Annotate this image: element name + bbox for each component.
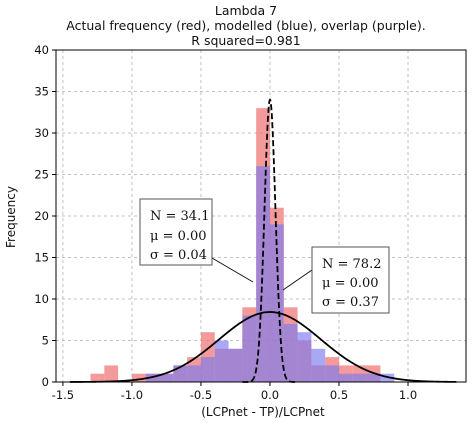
x-tick-label-4: 0.5	[330, 388, 348, 402]
annotation-narrow-sigma: σ = 0.04	[150, 248, 207, 263]
y-tick-label-3: 15	[34, 251, 49, 265]
x-tick-label-1: -1.0	[121, 388, 143, 402]
chart-subtitle-r-squared: R squared=0.981	[191, 33, 300, 48]
axes	[52, 49, 467, 386]
bar-series1-bin-14	[283, 323, 298, 382]
annotation-narrow-box	[139, 198, 213, 266]
y-tick-label-6: 30	[34, 126, 49, 140]
annotation-wide-fit: N = 78.2 μ = 0.00 σ = 0.37	[282, 246, 390, 314]
bar-series1-bin-7	[187, 365, 201, 382]
chart-subtitle: Actual frequency (red), modelled (blue),…	[66, 18, 425, 33]
bar-series1-bin-19	[352, 373, 367, 382]
bar-series1-bin-17	[325, 365, 339, 382]
annotation-wide-box	[311, 246, 390, 314]
gaussian-curve-1	[242, 98, 298, 383]
annotation-wide-mu: μ = 0.00	[322, 276, 379, 291]
gaussian-curve-0	[69, 311, 457, 383]
annotation-narrow-n: N = 34.1	[150, 209, 209, 224]
annotation-narrow-mu: μ = 0.00	[150, 229, 207, 244]
bar-series1-bin-16	[311, 348, 326, 382]
y-tick-label-1: 5	[42, 334, 49, 348]
y-tick-label-7: 35	[34, 85, 49, 99]
bar-series1-bin-8	[200, 357, 215, 382]
gaussian-curves	[69, 98, 457, 383]
annotation-wide-n: N = 78.2	[322, 257, 381, 272]
bar-series1-bin-11	[242, 315, 257, 382]
y-tick-label-0: 0	[42, 375, 49, 389]
bar-series1-bin-20	[366, 373, 381, 382]
y-tick-label-4: 20	[34, 209, 49, 223]
chart-title: Lambda 7	[215, 3, 277, 18]
y-axis-label: Frequency	[4, 186, 18, 248]
y-tick-label-2: 10	[34, 292, 49, 306]
annotation-wide-sigma: σ = 0.37	[322, 295, 379, 310]
annotation-narrow-arrow	[211, 257, 254, 283]
x-tick-label-3: 0.0	[261, 388, 279, 402]
histogram-bars	[90, 108, 395, 382]
bar-series1-bin-10	[228, 348, 243, 382]
x-tick-label-2: -0.5	[190, 388, 212, 402]
bar-series0-bin-0	[90, 373, 105, 382]
x-axis-label: (LCPnet - TP)/LCPnet	[201, 405, 325, 419]
annotation-narrow-fit: N = 34.1 μ = 0.00 σ = 0.04	[139, 198, 254, 283]
x-tick-label-0: -1.5	[52, 388, 74, 402]
tick-labels: -1.5 -1.0 -0.5 0.0 0.5 1.0 0 5 10 15 20 25 30 35 40	[34, 43, 417, 402]
bar-series1-bin-9	[214, 340, 229, 382]
bar-series0-bin-3	[131, 373, 146, 382]
bar-series0-bin-1	[104, 365, 119, 382]
y-tick-label-5: 25	[34, 168, 49, 182]
bar-series1-bin-5	[159, 373, 174, 382]
bar-series1-bin-18	[338, 373, 353, 382]
x-tick-label-5: 1.0	[399, 388, 417, 402]
y-tick-label-8: 40	[34, 43, 49, 57]
annotation-wide-arrow	[282, 269, 313, 291]
bar-series1-bin-15	[297, 332, 312, 382]
